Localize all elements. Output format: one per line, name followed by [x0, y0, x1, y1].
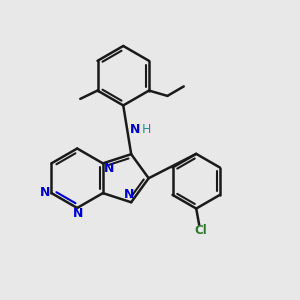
Text: N: N	[73, 207, 83, 220]
Text: Cl: Cl	[194, 224, 207, 237]
Text: N: N	[130, 123, 141, 136]
Text: H: H	[142, 123, 152, 136]
Text: N: N	[104, 162, 115, 175]
Text: N: N	[124, 188, 134, 201]
Text: N: N	[40, 186, 51, 199]
